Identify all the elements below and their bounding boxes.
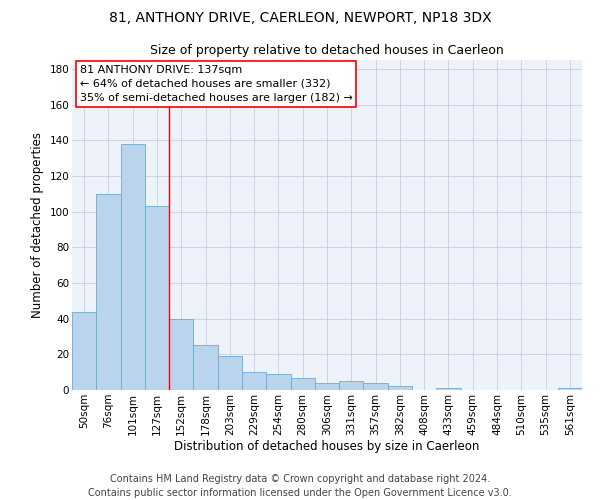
Bar bbox=[436, 388, 461, 390]
Y-axis label: Number of detached properties: Number of detached properties bbox=[31, 132, 44, 318]
Bar bbox=[193, 346, 218, 390]
X-axis label: Distribution of detached houses by size in Caerleon: Distribution of detached houses by size … bbox=[175, 440, 479, 454]
Bar bbox=[169, 318, 193, 390]
Text: 81 ANTHONY DRIVE: 137sqm
← 64% of detached houses are smaller (332)
35% of semi-: 81 ANTHONY DRIVE: 137sqm ← 64% of detach… bbox=[80, 65, 353, 103]
Bar bbox=[290, 378, 315, 390]
Text: 81, ANTHONY DRIVE, CAERLEON, NEWPORT, NP18 3DX: 81, ANTHONY DRIVE, CAERLEON, NEWPORT, NP… bbox=[109, 11, 491, 25]
Bar bbox=[121, 144, 145, 390]
Bar bbox=[339, 381, 364, 390]
Title: Size of property relative to detached houses in Caerleon: Size of property relative to detached ho… bbox=[150, 44, 504, 58]
Text: Contains HM Land Registry data © Crown copyright and database right 2024.
Contai: Contains HM Land Registry data © Crown c… bbox=[88, 474, 512, 498]
Bar bbox=[218, 356, 242, 390]
Bar bbox=[266, 374, 290, 390]
Bar bbox=[145, 206, 169, 390]
Bar bbox=[96, 194, 121, 390]
Bar bbox=[364, 383, 388, 390]
Bar bbox=[72, 312, 96, 390]
Bar bbox=[242, 372, 266, 390]
Bar bbox=[315, 383, 339, 390]
Bar bbox=[558, 388, 582, 390]
Bar bbox=[388, 386, 412, 390]
